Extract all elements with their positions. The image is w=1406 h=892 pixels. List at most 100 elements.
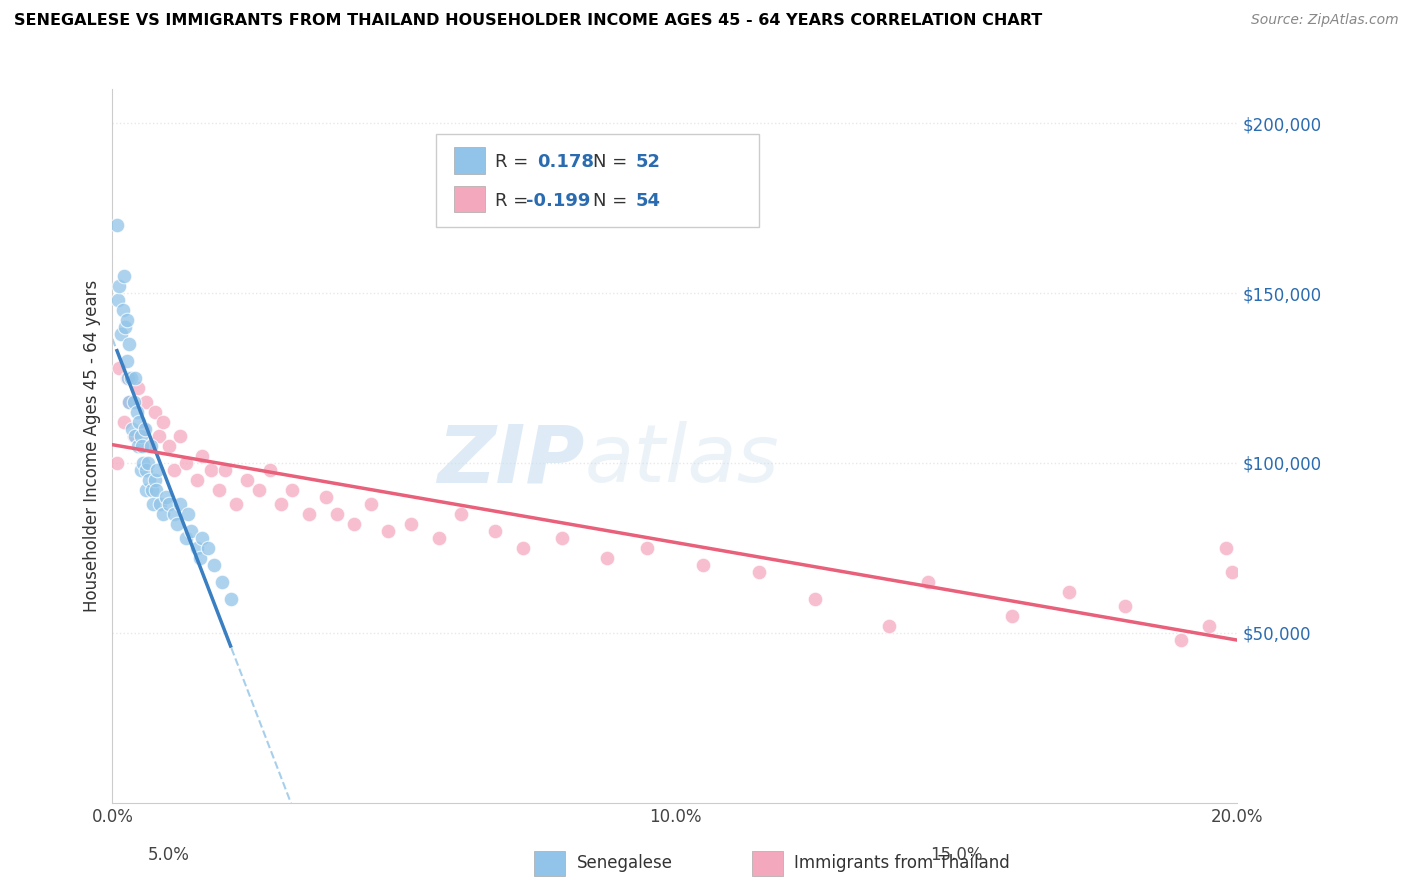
Point	[211, 574, 233, 589]
Point	[1170, 632, 1192, 647]
Point	[186, 541, 208, 555]
Point	[692, 558, 714, 572]
Point	[315, 490, 337, 504]
Point	[129, 429, 152, 443]
Point	[108, 279, 131, 293]
Point	[188, 551, 211, 566]
Point	[877, 619, 900, 633]
Text: 15.0%: 15.0%	[929, 846, 983, 863]
Point	[149, 497, 172, 511]
Point	[142, 497, 165, 511]
Point	[166, 517, 188, 532]
Text: ZIP: ZIP	[437, 421, 585, 500]
Point	[247, 483, 270, 498]
Point	[118, 394, 141, 409]
Point	[114, 320, 136, 334]
Text: 52: 52	[636, 153, 661, 171]
Point	[112, 415, 135, 429]
Text: 54: 54	[636, 192, 661, 210]
Text: 5.0%: 5.0%	[148, 846, 190, 863]
Point	[1057, 585, 1080, 599]
Point	[208, 483, 231, 498]
Point	[148, 429, 170, 443]
Point	[135, 394, 157, 409]
Point	[134, 422, 156, 436]
Point	[512, 541, 534, 555]
Point	[107, 293, 129, 307]
Point	[360, 497, 382, 511]
Point	[219, 591, 242, 606]
Point	[596, 551, 619, 566]
Point	[270, 497, 292, 511]
Point	[139, 439, 162, 453]
Point	[169, 497, 191, 511]
Point	[129, 463, 152, 477]
Point	[169, 429, 191, 443]
Point	[108, 360, 131, 375]
Point	[112, 269, 135, 284]
Point	[127, 381, 149, 395]
Point	[115, 354, 138, 368]
Point	[377, 524, 399, 538]
Point	[191, 449, 214, 463]
Point	[115, 371, 138, 385]
Point	[120, 371, 142, 385]
Point	[484, 524, 506, 538]
Point	[225, 497, 247, 511]
Point	[399, 517, 422, 532]
Point	[136, 456, 159, 470]
Text: Source: ZipAtlas.com: Source: ZipAtlas.com	[1251, 13, 1399, 28]
Point	[174, 531, 197, 545]
Point	[551, 531, 574, 545]
Text: 0.178: 0.178	[537, 153, 595, 171]
Text: atlas: atlas	[585, 421, 780, 500]
Point	[180, 524, 202, 538]
Point	[118, 394, 141, 409]
Point	[143, 473, 166, 487]
Text: Senegalese: Senegalese	[576, 855, 672, 872]
Point	[121, 422, 143, 436]
Point	[177, 507, 200, 521]
Text: SENEGALESE VS IMMIGRANTS FROM THAILAND HOUSEHOLDER INCOME AGES 45 - 64 YEARS COR: SENEGALESE VS IMMIGRANTS FROM THAILAND H…	[14, 13, 1042, 29]
Point	[236, 473, 259, 487]
Point	[298, 507, 321, 521]
Point	[145, 483, 167, 498]
Point	[152, 507, 174, 521]
Point	[127, 439, 149, 453]
Point	[281, 483, 304, 498]
Point	[636, 541, 658, 555]
Point	[141, 483, 163, 498]
Point	[138, 473, 160, 487]
Point	[917, 574, 939, 589]
Point	[155, 490, 177, 504]
Point	[131, 439, 153, 453]
Point	[157, 497, 180, 511]
Text: R =: R =	[495, 153, 534, 171]
Point	[804, 591, 827, 606]
Point	[197, 541, 219, 555]
Point	[450, 507, 472, 521]
Text: R =: R =	[495, 192, 534, 210]
Point	[1001, 608, 1024, 623]
Point	[259, 463, 281, 477]
Point	[152, 415, 174, 429]
Point	[143, 405, 166, 419]
Point	[128, 415, 150, 429]
Point	[1198, 619, 1220, 633]
Point	[186, 473, 208, 487]
Point	[343, 517, 366, 532]
Point	[174, 456, 197, 470]
Point	[157, 439, 180, 453]
Point	[124, 429, 146, 443]
Point	[748, 565, 770, 579]
Point	[163, 463, 186, 477]
Text: N =: N =	[593, 192, 633, 210]
Point	[1114, 599, 1136, 613]
Point	[118, 337, 141, 351]
Point	[1220, 565, 1243, 579]
Point	[105, 218, 128, 232]
Point	[138, 439, 160, 453]
Point	[1215, 541, 1237, 555]
Point	[125, 405, 148, 419]
Point	[135, 463, 157, 477]
